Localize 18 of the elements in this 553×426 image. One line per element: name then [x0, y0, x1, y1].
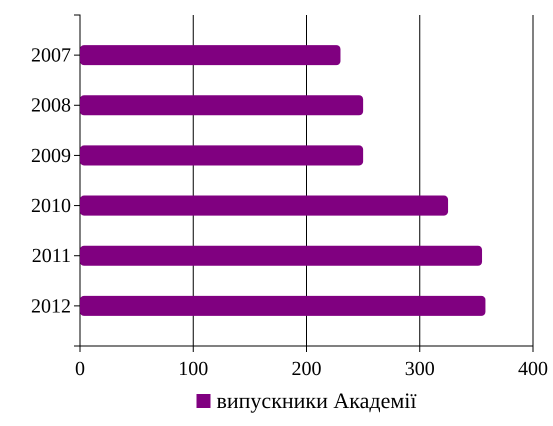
y-tick-label: 2007: [31, 44, 71, 67]
bar: [80, 145, 364, 166]
bar: [80, 246, 482, 266]
y-tick-label: 2012: [31, 295, 71, 318]
x-tick-label: 300: [404, 358, 435, 380]
x-tick-label: 0: [75, 358, 85, 380]
bar: [80, 45, 340, 66]
bar: [80, 296, 486, 316]
x-tick-label: 400: [518, 358, 548, 380]
bar: [80, 196, 448, 216]
y-tick-label: 2009: [31, 144, 71, 167]
x-tick-label: 100: [178, 358, 208, 380]
y-tick-label: 2011: [32, 245, 71, 268]
legend-label: випускники Академії: [216, 388, 418, 413]
x-tick-label: 200: [292, 358, 322, 380]
y-tick-label: 2008: [31, 94, 71, 117]
y-tick-label: 2010: [31, 194, 71, 217]
bar: [80, 95, 364, 116]
